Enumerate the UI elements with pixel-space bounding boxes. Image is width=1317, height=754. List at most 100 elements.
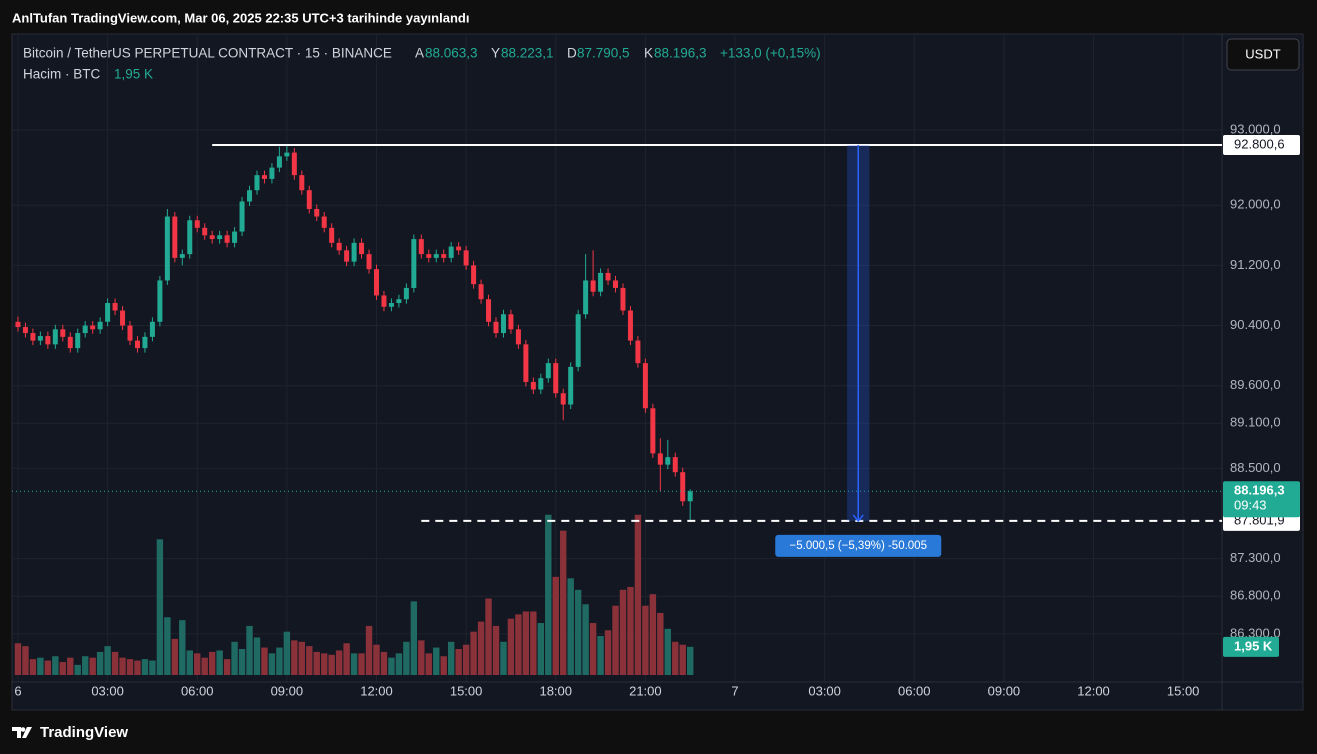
volume-bar	[574, 589, 582, 675]
volume-bar	[567, 578, 574, 675]
close-value: 88.196,3	[654, 46, 707, 61]
volume-bar	[328, 654, 335, 675]
candle-body	[575, 314, 581, 367]
candle-body	[635, 340, 641, 364]
horizontal-line-label-box	[1223, 135, 1300, 156]
candle-body	[45, 336, 51, 345]
volume-bar	[522, 611, 530, 675]
volume-bar	[672, 641, 679, 675]
volume-bar	[410, 601, 418, 675]
change: +133,0 (+0,15%)	[720, 46, 821, 61]
volume-title: Hacim · BTC	[23, 67, 101, 82]
volume-bar	[313, 651, 320, 675]
candle-body	[202, 227, 208, 236]
candle-body	[605, 272, 611, 281]
candle-body	[232, 231, 238, 243]
volume-bar	[238, 649, 246, 675]
candle-body	[613, 280, 619, 288]
last-price-label: 88.196,3	[1234, 483, 1285, 498]
x-tick-label: 12:00	[1077, 683, 1110, 698]
candle-body	[486, 299, 492, 322]
volume-bar	[612, 605, 619, 675]
publish-note: AnlTufan TradingView.com, Mar 06, 2025 2…	[12, 10, 469, 25]
volume-bar	[403, 641, 410, 675]
x-tick-label: 06:00	[181, 683, 214, 698]
volume-bar	[507, 618, 515, 675]
candle-body	[538, 378, 544, 390]
volume-bar	[395, 653, 403, 675]
candle-body	[269, 167, 275, 179]
volume-value: 1,95 K	[114, 67, 153, 82]
volume-bar	[664, 628, 671, 675]
volume-bar	[589, 623, 597, 675]
volume-bar	[679, 644, 686, 675]
volume-bar	[619, 589, 627, 675]
volume-bar	[537, 623, 545, 675]
candle-body	[306, 190, 312, 209]
candle-body	[680, 472, 686, 502]
low-value: 87.790,5	[577, 46, 630, 61]
candle-body	[560, 393, 566, 405]
candle-body	[530, 381, 536, 390]
currency[interactable]: USDT	[1245, 46, 1280, 61]
volume-bar	[164, 617, 171, 675]
x-tick-label: 03:00	[91, 683, 124, 698]
candle-body	[418, 239, 424, 255]
volume-bar	[291, 640, 298, 675]
volume-bar	[425, 653, 432, 675]
candle-body	[351, 242, 357, 262]
x-tick-label: 09:00	[988, 683, 1021, 698]
candle-body	[217, 235, 223, 240]
volume-bar	[380, 651, 388, 675]
volume-bar	[455, 649, 462, 675]
horizontal-line-label: 92.800,6	[1234, 136, 1285, 151]
volume-bar	[126, 659, 134, 675]
volume-bar	[350, 653, 358, 675]
plot: 93.000,0 92.000,0 91.200,0 90.400,0 89.600,0…	[12, 34, 1303, 710]
candle-body	[359, 242, 365, 255]
volume-bar	[462, 644, 470, 675]
volume-bar	[388, 657, 395, 675]
candle-body	[471, 265, 477, 285]
volume-bar	[59, 662, 66, 675]
volume-bar	[560, 530, 567, 675]
candle-body	[627, 310, 633, 341]
candle-body	[344, 250, 350, 262]
brand: TradingView	[40, 724, 128, 741]
candle-body	[52, 329, 58, 345]
volume-bar	[627, 586, 634, 675]
candle-body	[157, 280, 163, 322]
volume-bar	[201, 657, 208, 675]
open-value: 88.063,3	[425, 46, 478, 61]
y-tick-label: 92.000,0	[1230, 197, 1281, 212]
volume-bar	[261, 647, 268, 675]
volume-bar	[634, 514, 642, 675]
volume-bar	[22, 646, 29, 675]
candle-body	[261, 175, 267, 179]
candle-body	[97, 321, 103, 330]
volume-bar	[440, 656, 447, 675]
y-tick-label: 89.600,0	[1230, 377, 1281, 392]
candle-body	[314, 208, 320, 217]
candle-body	[373, 269, 379, 296]
low-key: D	[567, 46, 577, 61]
x-tick-label: 6	[14, 683, 21, 698]
volume-label-box	[1223, 636, 1279, 657]
volume-bar	[642, 605, 649, 675]
volume-bar	[298, 641, 306, 675]
candle-body	[239, 201, 245, 232]
candle-body	[568, 366, 574, 405]
candle-body	[441, 254, 447, 258]
high-value: 88.223,1	[501, 46, 554, 61]
currency-button[interactable]	[1226, 38, 1300, 71]
volume-bar	[29, 659, 37, 675]
volume-bar	[96, 651, 104, 675]
candle-body	[134, 340, 140, 349]
candle-body	[284, 152, 290, 157]
volume-bar	[253, 637, 261, 675]
candle-body	[67, 336, 73, 349]
x-tick-label: 03:00	[808, 683, 841, 698]
candle-body	[299, 175, 305, 191]
candle-body	[254, 175, 260, 191]
